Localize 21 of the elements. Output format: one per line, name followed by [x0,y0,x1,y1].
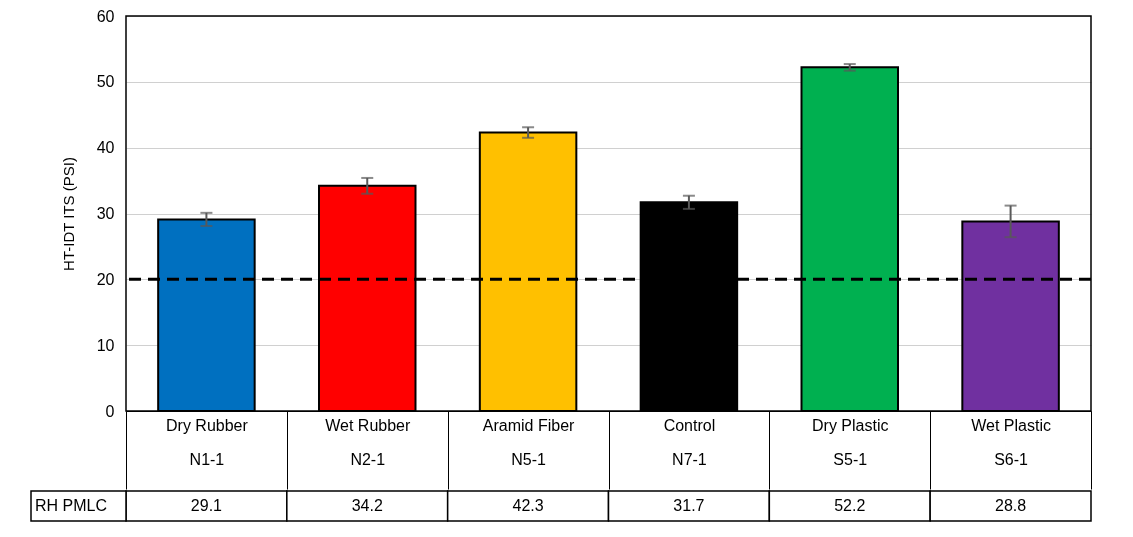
data-label: 52.2 [834,497,866,514]
y-tick-label: 60 [96,7,115,25]
x-tick-label: Dry Plastic S5-1 [812,416,889,468]
data-label: 29.1 [190,497,223,514]
data-label: 34.2 [351,497,383,514]
y-tick-label: 20 [96,270,115,288]
y-axis-title: HT-IDT ITS (PSI) [59,157,77,271]
x-tick-label: Wet Plastic S6-1 [971,416,1051,468]
x-tick-label: Wet Rubber N2-1 [325,416,411,468]
x-tick-label: Control N7-1 [663,416,716,468]
data-label: 28.8 [995,497,1027,514]
y-tick-label: 30 [96,205,115,222]
y-tick-label: 40 [96,139,115,157]
y-tick-label: 10 [96,336,115,354]
data-label: 31.7 [673,497,705,514]
x-tick-label: Dry Rubber N1-1 [166,416,249,468]
data-label: 42.3 [512,497,544,514]
text: RH PMLC [35,497,108,514]
y-tick-label: 50 [96,73,115,91]
y-tick-label: 0 [105,402,115,420]
x-tick-label: Aramid Fiber N5-1 [482,416,576,468]
